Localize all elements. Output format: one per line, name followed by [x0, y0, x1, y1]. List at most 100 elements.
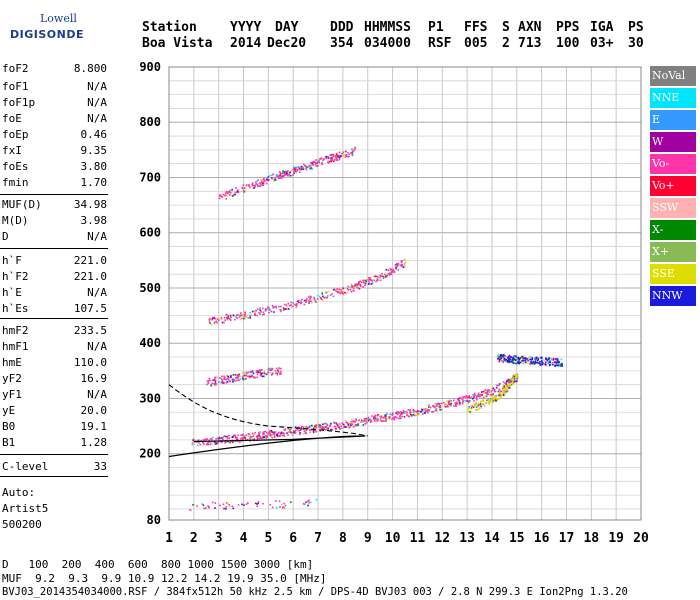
echo-point: [355, 286, 358, 289]
echo-point: [382, 420, 385, 422]
echo-point: [263, 371, 266, 374]
echo-point: [256, 308, 259, 310]
echo-point: [506, 390, 509, 392]
echo-point: [242, 435, 245, 438]
echo-point: [254, 311, 256, 314]
echo-point: [377, 418, 379, 421]
echo-point: [507, 378, 510, 381]
echo-point: [340, 289, 343, 291]
echo-point: [561, 362, 563, 365]
echo-point: [189, 508, 191, 511]
echo-point: [235, 376, 237, 379]
echo-point: [499, 355, 502, 357]
echo-point: [489, 400, 492, 403]
echo-point: [484, 392, 487, 394]
echo-point: [436, 403, 438, 405]
echo-point: [343, 291, 346, 294]
echo-point: [303, 430, 306, 432]
echo-point: [494, 390, 497, 393]
echo-point: [376, 275, 379, 278]
echo-point: [534, 357, 536, 360]
echo-point: [216, 442, 218, 445]
echo-point: [385, 418, 387, 420]
echo-point: [308, 499, 310, 502]
echo-point: [465, 395, 468, 397]
echo-point: [232, 440, 235, 443]
header-label-4: HHMMSS: [364, 20, 411, 35]
echo-point: [321, 426, 324, 428]
echo-point: [479, 400, 482, 403]
echo-point: [285, 304, 288, 307]
echo-point: [376, 414, 378, 417]
echo-point: [299, 427, 302, 430]
param-value: 221.0: [73, 254, 107, 267]
param-name: h`F: [2, 254, 22, 267]
echo-point: [351, 285, 354, 288]
echo-point: [275, 175, 278, 178]
echo-point: [357, 424, 359, 427]
echo-point: [475, 409, 478, 412]
y-tick-label: 900: [139, 60, 161, 74]
echo-point: [286, 432, 288, 434]
legend-item: X+: [650, 242, 696, 262]
echo-point: [296, 428, 299, 431]
param-separator: [0, 248, 108, 249]
echo-point: [500, 354, 502, 356]
echo-point: [232, 195, 234, 197]
echo-point: [228, 194, 231, 196]
echo-point: [267, 371, 269, 374]
echo-point: [486, 395, 488, 397]
echo-point: [478, 395, 480, 398]
echo-point: [349, 423, 351, 425]
echo-point: [232, 507, 235, 510]
echo-point: [306, 427, 309, 429]
echo-point: [214, 321, 216, 323]
echo-point: [338, 423, 341, 425]
echo-point: [481, 394, 483, 396]
echo-point: [227, 379, 230, 381]
echo-point: [366, 419, 369, 422]
echo-point: [318, 429, 320, 432]
echo-point: [214, 376, 217, 379]
echo-point: [448, 403, 451, 406]
echo-point: [229, 319, 232, 322]
echo-point: [255, 309, 258, 312]
echo-point: [237, 503, 240, 506]
param-separator: [0, 194, 108, 195]
echo-point: [226, 318, 229, 321]
echo-point: [286, 305, 289, 308]
param-value: 20.0: [80, 404, 108, 417]
echo-point: [290, 431, 293, 434]
echo-point: [225, 502, 228, 504]
echo-point: [511, 383, 514, 385]
echo-point: [276, 369, 279, 372]
echo-point: [252, 376, 255, 378]
echo-point: [213, 382, 215, 385]
echo-point: [420, 410, 422, 413]
x-tick-label: 11: [410, 531, 426, 546]
echo-point: [298, 299, 300, 302]
echo-point: [548, 364, 551, 367]
echo-point: [277, 175, 280, 178]
echo-point: [321, 428, 324, 430]
echo-point: [403, 411, 405, 413]
echo-point: [261, 372, 264, 375]
echo-point: [457, 400, 460, 403]
echo-point: [490, 395, 493, 398]
param-name: foF2: [2, 62, 29, 75]
echo-point: [349, 421, 352, 424]
echo-point: [238, 315, 241, 318]
echo-point: [493, 395, 496, 398]
echo-point: [458, 399, 461, 402]
echo-point: [242, 378, 244, 380]
echo-point: [344, 425, 346, 428]
echo-point: [228, 434, 230, 437]
echo-point: [346, 292, 349, 294]
echo-point: [558, 361, 560, 363]
echo-point: [498, 388, 500, 391]
echo-point: [521, 359, 523, 362]
echo-point: [508, 381, 511, 384]
echo-point: [241, 372, 244, 375]
echo-point: [481, 391, 484, 394]
echo-point: [298, 171, 301, 173]
